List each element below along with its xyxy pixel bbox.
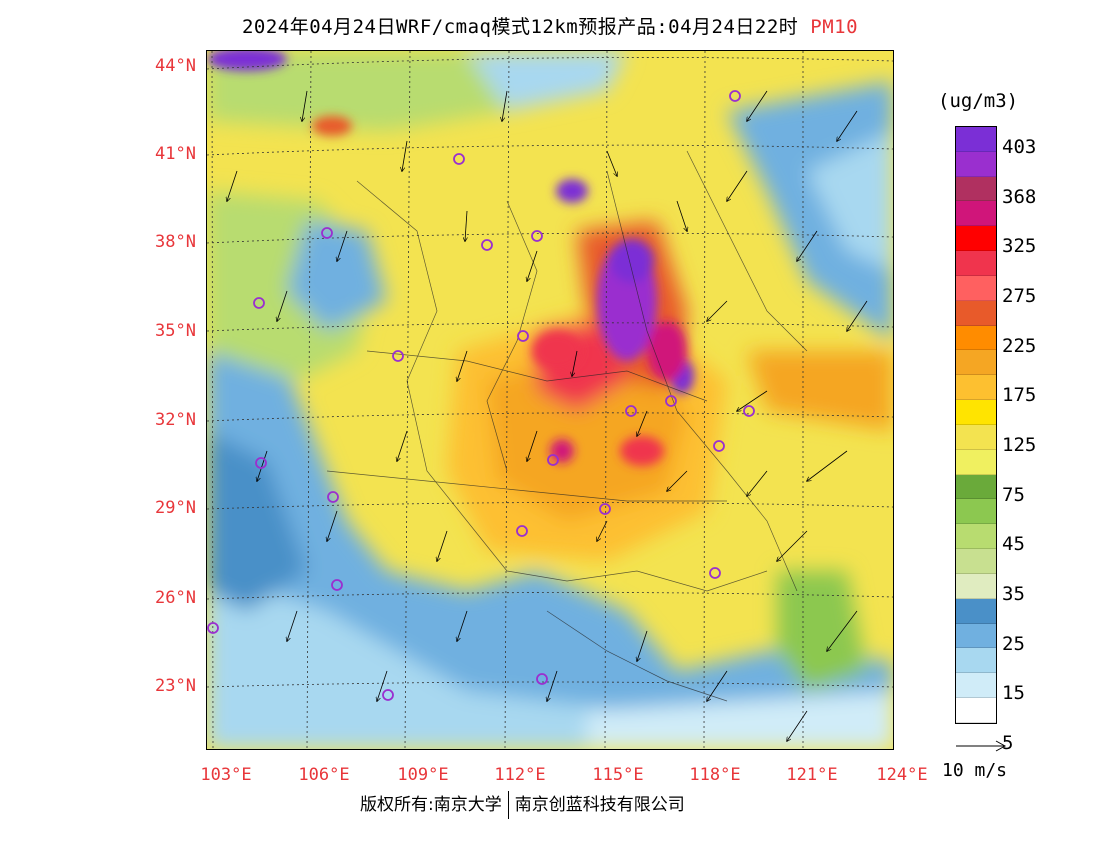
legend-label: 368 [1002,185,1037,208]
pollutant-label: PM10 [810,16,859,38]
legend-label: 175 [1002,384,1037,407]
lon-label-103: 103°E [200,765,252,785]
legend-label: 403 [1002,135,1037,158]
legend-unit: (ug/m3) [938,90,1019,112]
legend-label: 45 [1002,533,1025,556]
lat-label-23: 23°N [155,676,196,696]
boundaries [326,150,808,702]
legend-swatch [956,201,996,227]
legend-label: 5 [1002,731,1014,754]
copyright-left: 版权所有:南京大学 [360,795,502,815]
legend-swatch [956,400,996,425]
legend-swatch [956,424,996,450]
lat-label-38: 38°N [155,232,196,252]
legend-swatch [956,623,996,649]
legend-swatch [956,598,996,624]
legend-swatch [956,151,996,177]
color-legend [955,126,997,724]
legend-swatch [956,573,996,599]
map-canvas [207,51,893,749]
lat-label-29: 29°N [155,498,196,518]
legend-swatch [956,275,996,301]
legend-swatch [956,325,996,351]
lat-label-26: 26°N [155,588,196,608]
legend-label: 275 [1002,284,1037,307]
legend-swatch [956,226,996,252]
lat-label-32: 32°N [155,410,196,430]
legend-swatch [956,127,996,152]
lon-label-112: 112°E [494,765,546,785]
lat-label-44: 44°N [155,56,196,76]
legend-label: 25 [1002,632,1025,655]
footer-separator [507,791,509,819]
copyright-footer: 版权所有:南京大学 南京创蓝科技有限公司 [360,790,685,819]
city-markers [207,90,755,701]
legend-swatch [956,251,996,276]
wind-vectors [227,90,868,741]
lon-label-118: 118°E [689,765,741,785]
legend-label: 75 [1002,483,1025,506]
legend-label: 125 [1002,433,1037,456]
legend-swatch [956,499,996,525]
chart-title: 2024年04月24日WRF/cmaq模式12km预报产品:04月24日22时 P… [0,12,1100,39]
lon-label-124: 124°E [876,765,928,785]
lon-label-115: 115°E [592,765,644,785]
lon-label-109: 109°E [397,765,449,785]
legend-swatch [956,549,996,574]
title-text: 2024年04月24日WRF/cmaq模式12km预报产品:04月24日22时 [241,16,799,38]
legend-swatch [956,300,996,326]
hotspots [207,51,694,466]
wind-reference-arrow [956,740,1007,752]
legend-swatch [956,673,996,699]
legend-label: 15 [1002,682,1025,705]
legend-swatch [956,474,996,500]
legend-swatch [956,449,996,475]
lat-label-35: 35°N [155,321,196,341]
legend-swatch [956,350,996,376]
legend-swatch [956,375,996,401]
legend-swatch [956,698,996,723]
legend-label: 325 [1002,235,1037,258]
copyright-right: 南京创蓝科技有限公司 [514,795,685,815]
pm10-map [206,50,894,750]
lat-label-41: 41°N [155,144,196,164]
lon-label-121: 121°E [786,765,838,785]
wind-reference-label: 10 m/s [942,760,1008,781]
lon-label-106: 106°E [298,765,350,785]
legend-swatch [956,176,996,202]
legend-swatch [956,648,996,674]
legend-label: 35 [1002,582,1025,605]
legend-label: 225 [1002,334,1037,357]
legend-swatch [956,524,996,550]
